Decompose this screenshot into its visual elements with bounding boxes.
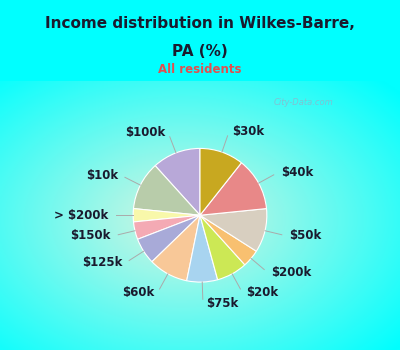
Text: $50k: $50k [289,229,322,242]
Wedge shape [200,215,245,280]
Wedge shape [155,148,200,215]
Text: > $200k: > $200k [54,209,108,222]
Text: PA (%): PA (%) [172,44,228,59]
Text: $30k: $30k [232,125,264,138]
Text: $100k: $100k [125,126,165,139]
Wedge shape [152,215,200,281]
Wedge shape [200,163,266,215]
Wedge shape [134,166,200,215]
Text: $20k: $20k [246,286,278,299]
Text: City-Data.com: City-Data.com [274,98,334,106]
Wedge shape [200,215,256,265]
Text: $40k: $40k [281,166,313,179]
Text: $125k: $125k [82,256,122,269]
Text: Income distribution in Wilkes-Barre,: Income distribution in Wilkes-Barre, [45,16,355,31]
Text: $10k: $10k [86,169,118,182]
Text: $75k: $75k [206,297,238,310]
Wedge shape [133,209,200,222]
Text: $60k: $60k [122,286,154,299]
Text: $150k: $150k [70,229,111,242]
Text: All residents: All residents [158,63,242,77]
Wedge shape [200,148,242,215]
Text: $200k: $200k [271,266,311,279]
Wedge shape [187,215,218,282]
Wedge shape [134,215,200,239]
Wedge shape [200,209,267,251]
Wedge shape [138,215,200,262]
